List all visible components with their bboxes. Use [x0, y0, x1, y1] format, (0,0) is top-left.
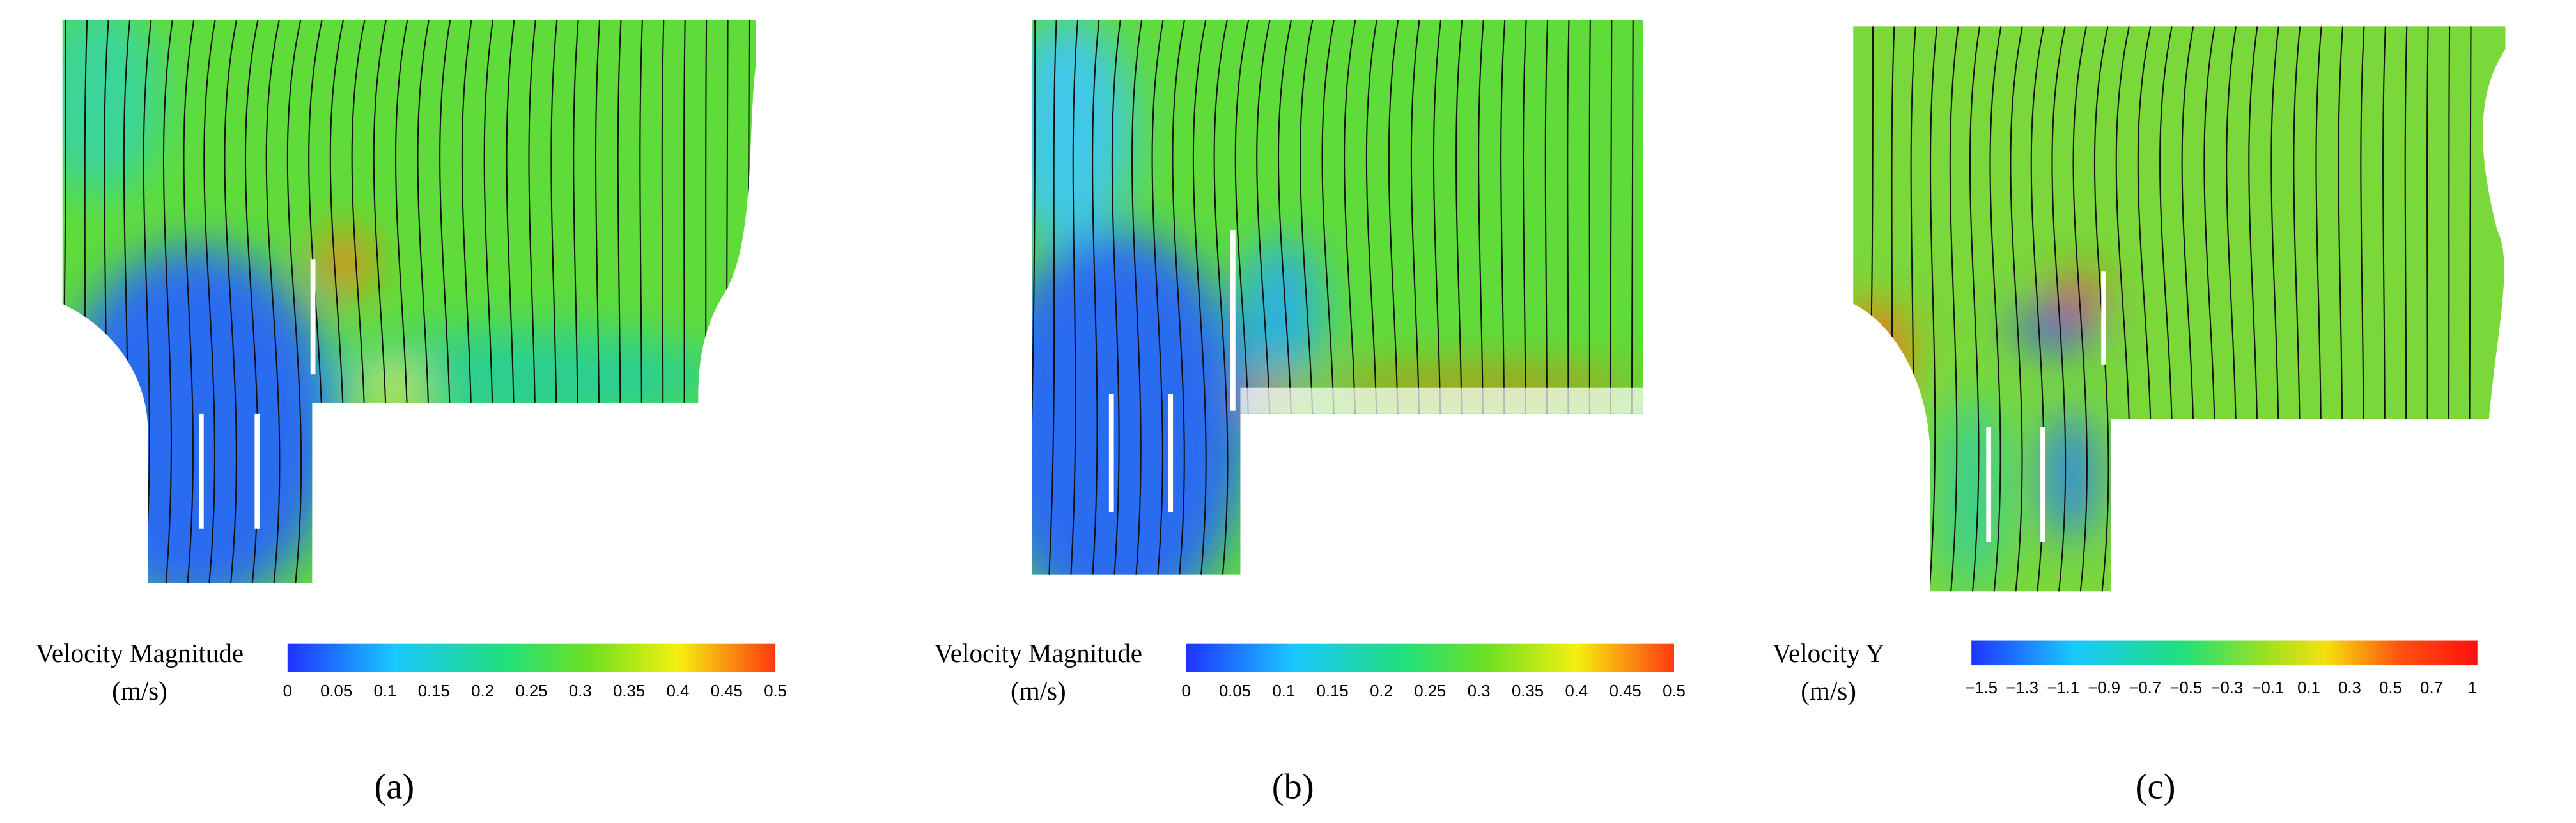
colorbar-tick-label: 1 — [2468, 679, 2477, 697]
colorbar-c: Velocity Y (m/s) −1.5 −1.3 −1.1 −0.9 −0.7 −0.… — [1773, 638, 2478, 706]
streamline — [1928, 26, 1938, 592]
colorbar-tick-label: 0.05 — [1219, 682, 1251, 700]
caption: (b) — [1272, 767, 1314, 806]
colorbar-tick-label: 0.25 — [1414, 682, 1446, 700]
streamline — [1151, 20, 1164, 575]
streamline — [2051, 26, 2067, 592]
colorbar-tick-label: 0.25 — [515, 682, 547, 700]
slot-region — [1240, 387, 1643, 414]
colorbar-tick-label: 0.2 — [471, 682, 494, 700]
colorbar-tick-label: 0.1 — [2297, 679, 2320, 697]
streamline — [1969, 26, 1981, 592]
colorbar-tick-label: −0.5 — [2169, 679, 2202, 697]
streamline — [1213, 20, 1229, 575]
colorbar-a: Velocity Magnitude (m/s) 0 0.05 0.1 0.15 0.2… — [36, 638, 787, 706]
colorbar-tick-label: 0.1 — [374, 682, 397, 700]
colorbar-tick-label: 0.45 — [711, 682, 743, 700]
streamline — [2093, 26, 2109, 592]
colorbar-tick-label: 0 — [1182, 682, 1191, 700]
colorbar-tick-label: −0.9 — [2088, 679, 2120, 697]
streamline — [2010, 26, 2023, 592]
colorbar-tick-label: −0.7 — [2129, 679, 2161, 697]
colorbar-tick-label: 0.5 — [1663, 682, 1686, 700]
colorbar-tick-label: 0.2 — [1370, 682, 1393, 700]
streamline — [2072, 26, 2088, 592]
colorbar-tick-label: 0.35 — [613, 682, 645, 700]
colorbar-tick-label: −1.5 — [1965, 679, 1998, 697]
colorbar-title: Velocity Magnitude — [935, 638, 1142, 668]
colorbar-tick-label: 0.05 — [320, 682, 352, 700]
colorbar-unit: (m/s) — [1011, 676, 1066, 706]
colorbar-tick-label: 0.35 — [1512, 682, 1544, 700]
colorbar-tick-label: 0.7 — [2420, 679, 2443, 697]
colorbar — [1971, 640, 2478, 666]
streamline — [1131, 20, 1143, 575]
colorbar-tick-label: 0.5 — [2379, 679, 2402, 697]
caption: (a) — [374, 767, 414, 806]
streamline — [1172, 20, 1186, 575]
colorbar-tick-label: 0.45 — [1610, 682, 1641, 700]
streamline — [183, 20, 195, 583]
colorbar-tick-label: 0.3 — [1468, 682, 1491, 700]
colorbar-tick-label: 0.3 — [2338, 679, 2361, 697]
colorbar-tick-label: −1.1 — [2047, 679, 2079, 697]
caption: (c) — [2136, 767, 2176, 806]
colorbar-tick-label: 0.3 — [569, 682, 592, 700]
streamline — [1032, 20, 1036, 575]
streamline — [265, 20, 281, 583]
flow-field-a — [62, 20, 756, 583]
streamline — [62, 20, 66, 583]
colorbar-b: Velocity Magnitude (m/s) 0 0.05 0.1 0.15 0.2… — [935, 638, 1686, 706]
colorbar-tick-label: 0 — [283, 682, 292, 700]
colorbar — [1186, 643, 1674, 672]
streamline — [1192, 20, 1207, 575]
streamline — [286, 20, 302, 583]
streamline — [203, 20, 216, 583]
colorbar-title: Velocity Magnitude — [36, 638, 244, 668]
baffles — [198, 229, 2106, 542]
colorbar-tick-label: 0.5 — [764, 682, 787, 700]
colorbar — [287, 643, 776, 672]
colorbar-tick-label: 0.15 — [418, 682, 450, 700]
streamline — [224, 20, 238, 583]
colorbar-unit: (m/s) — [112, 676, 167, 706]
flow-field-c — [1853, 26, 2506, 592]
streamline — [1048, 20, 1057, 575]
streamline — [1111, 20, 1121, 575]
colorbar-tick-label: −1.3 — [2006, 679, 2038, 697]
colorbar-tick-label: 0.1 — [1272, 682, 1295, 700]
colorbar-tick-label: 0.4 — [1565, 682, 1588, 700]
colorbar-tick-label: 0.15 — [1317, 682, 1349, 700]
streamline — [1069, 20, 1079, 575]
streamline — [162, 20, 173, 583]
streamline — [1989, 26, 2002, 592]
colorbar-title: Velocity Y — [1773, 638, 1884, 668]
streamline — [1090, 20, 1100, 575]
streamline — [143, 20, 152, 583]
streamline — [1949, 26, 1959, 592]
colorbar-tick-label: 0.4 — [667, 682, 690, 700]
colorbar-unit: (m/s) — [1801, 676, 1856, 706]
colorbar-tick-label: −0.3 — [2210, 679, 2243, 697]
colorbar-tick-label: −0.1 — [2252, 679, 2285, 697]
flow-field-b — [1032, 20, 1643, 575]
